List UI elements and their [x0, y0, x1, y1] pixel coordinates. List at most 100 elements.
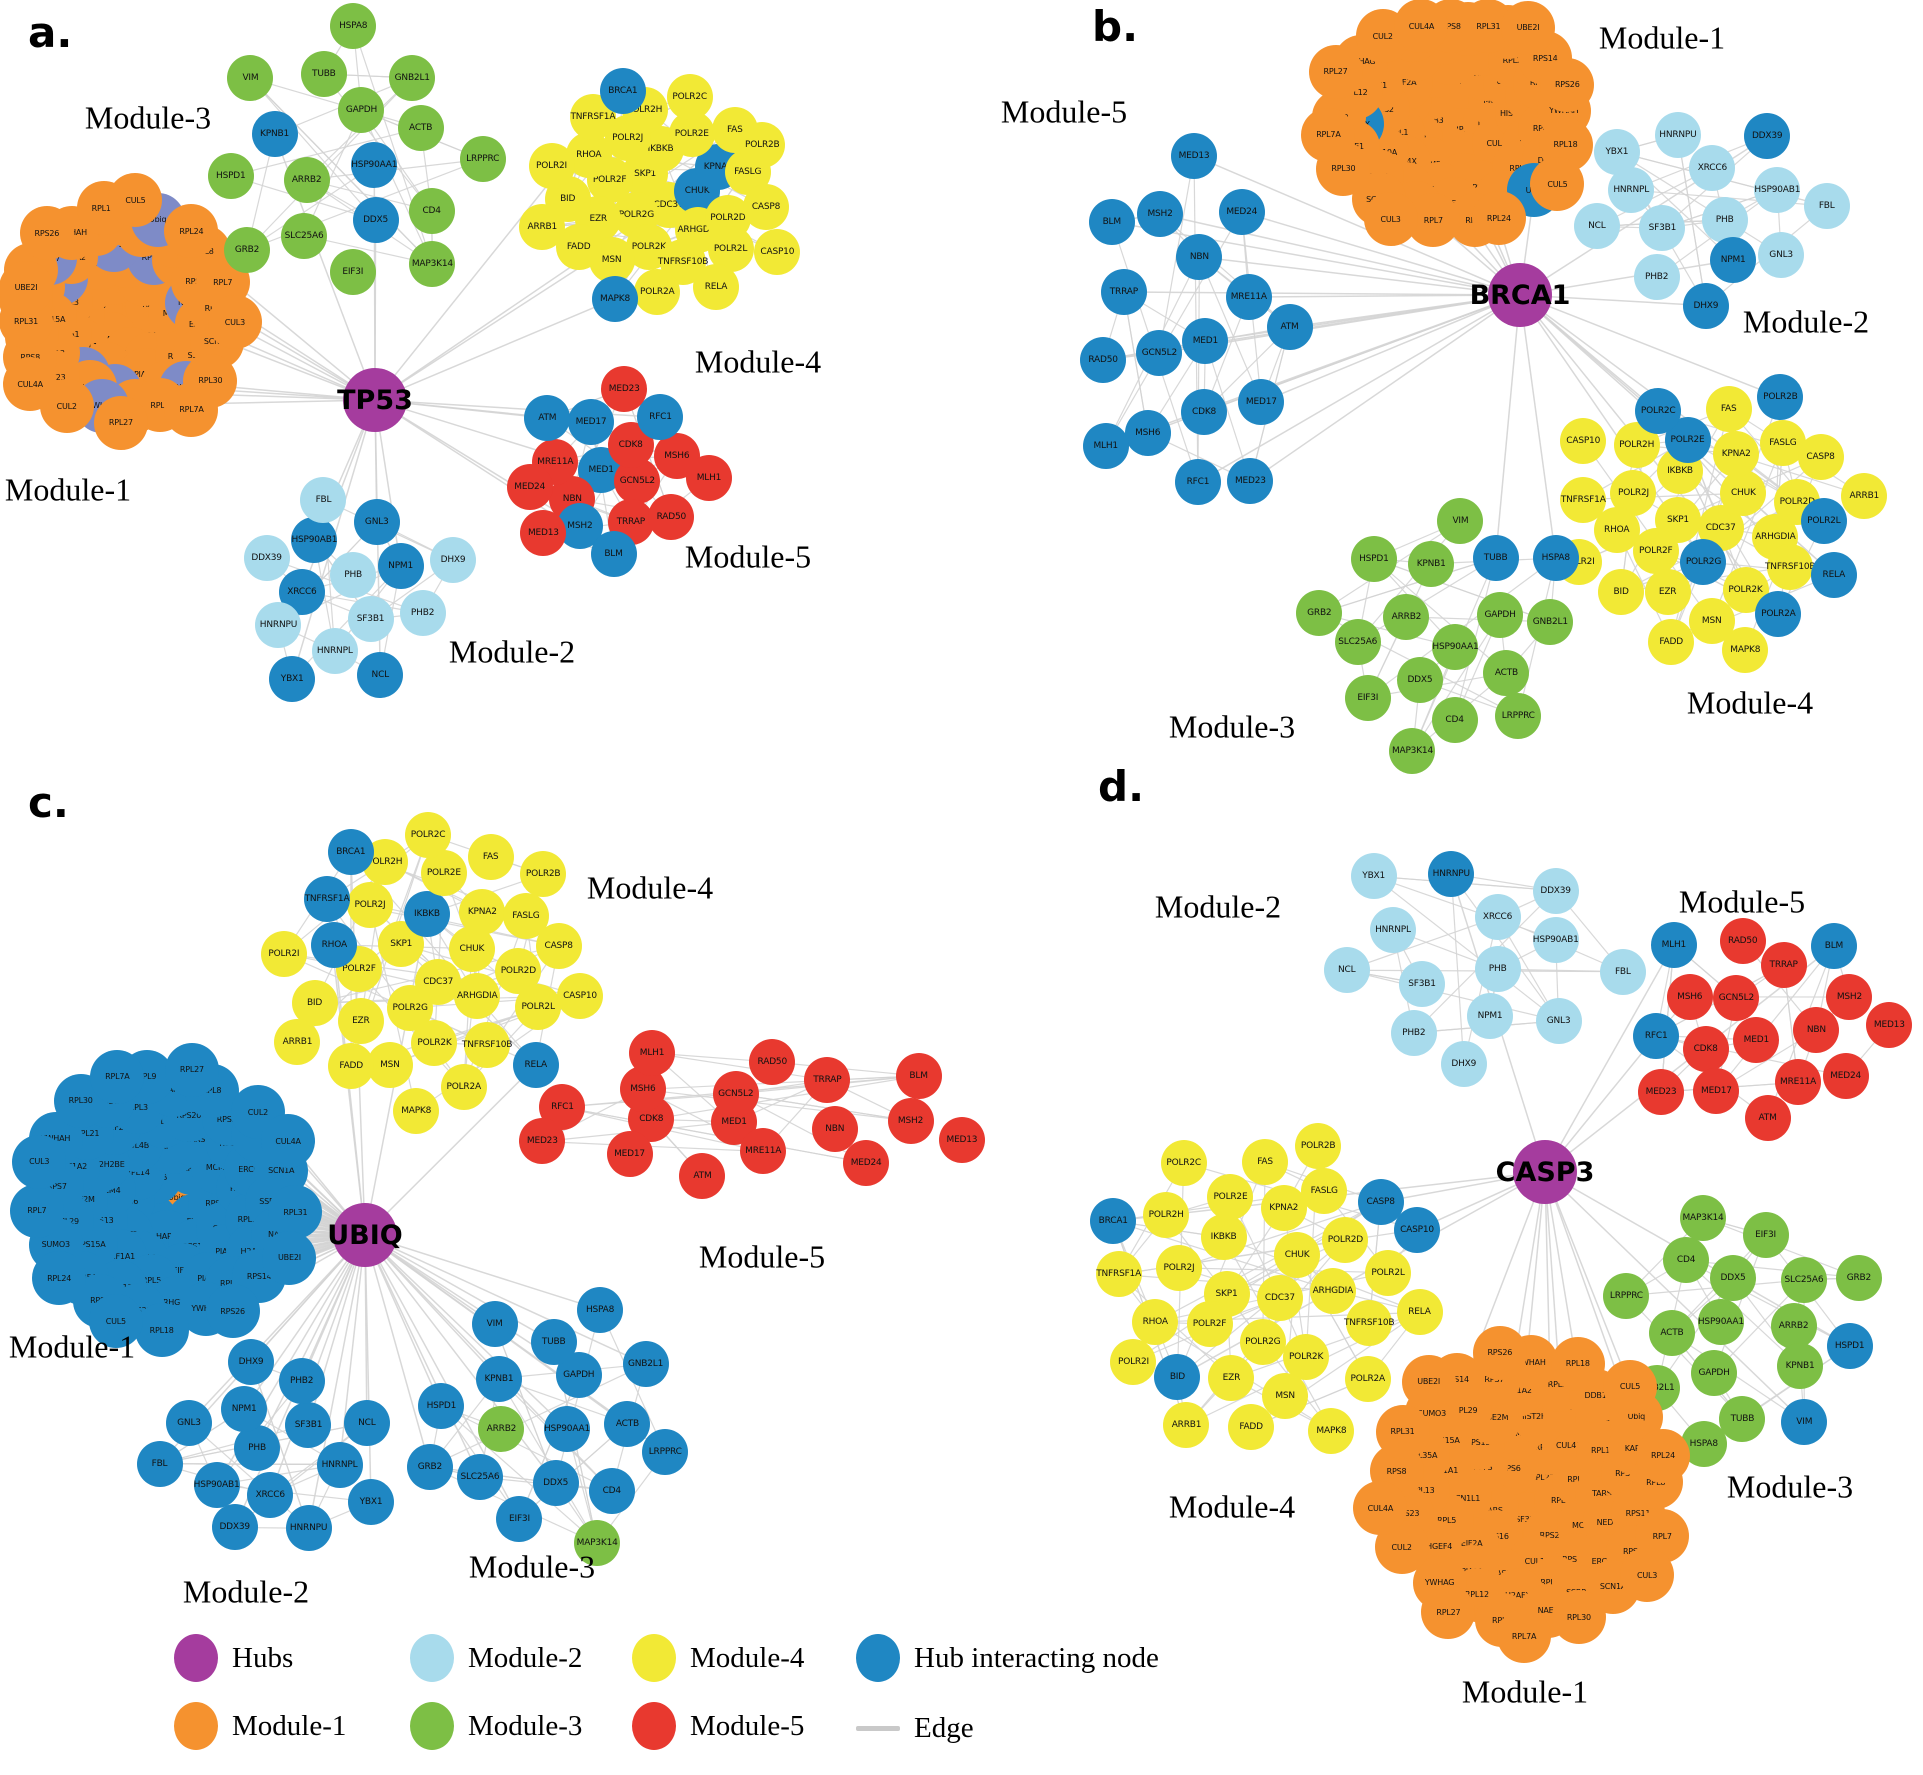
node-SF3B1: SF3B1	[285, 1401, 332, 1448]
node-DHX9: DHX9	[1440, 1040, 1487, 1087]
module-label-b-module-5: Module-5	[1000, 93, 1128, 130]
node-NCL: NCL	[357, 651, 404, 698]
node-ATM: ATM	[524, 395, 571, 442]
node-HSPD1: HSPD1	[1826, 1323, 1873, 1370]
node-CD4: CD4	[408, 187, 455, 234]
node-RHOA: RHOA	[311, 921, 358, 968]
module-label-c-module-4: Module-4	[586, 869, 714, 906]
node-MED17: MED17	[1238, 379, 1285, 426]
node-TRRAP: TRRAP	[1760, 942, 1807, 989]
node-BID: BID	[291, 980, 338, 1027]
node-MLH1: MLH1	[629, 1030, 676, 1077]
node-GAPDH: GAPDH	[1691, 1349, 1738, 1396]
module-label-c-module-2: Module-2	[182, 1573, 310, 1610]
legend-item-module-3: Module-3	[410, 1702, 582, 1750]
legend-item-module-5: Module-5	[632, 1702, 804, 1750]
node-TUBB: TUBB	[300, 51, 347, 98]
node-SLC25A6: SLC25A6	[456, 1454, 503, 1501]
node-DDX5: DDX5	[532, 1460, 579, 1507]
node-RAD50: RAD50	[749, 1039, 796, 1085]
node-POLR2F: POLR2F	[1186, 1301, 1233, 1348]
node-EIF3I: EIF3I	[1742, 1212, 1789, 1259]
node-KPNA2: KPNA2	[1713, 430, 1760, 477]
node-NPM1: NPM1	[221, 1386, 268, 1433]
node-RPS26: RPS26	[205, 1284, 260, 1339]
node-LRPPRC: LRPPRC	[642, 1429, 689, 1476]
module-label-d-module-5: Module-5	[1678, 883, 1806, 920]
node-NCL: NCL	[1573, 203, 1620, 250]
node-ACTB: ACTB	[1648, 1310, 1695, 1357]
node-MSH6: MSH6	[1124, 409, 1171, 456]
node-HSP90AB1: HSP90AB1	[1754, 166, 1800, 213]
node-TUBB: TUBB	[530, 1318, 577, 1365]
node-ACTB: ACTB	[397, 104, 444, 151]
node-DDX39: DDX39	[1532, 867, 1579, 914]
node-RFC1: RFC1	[1633, 1012, 1680, 1059]
node-PHB2: PHB2	[278, 1358, 325, 1405]
node-TUBB: TUBB	[1719, 1396, 1766, 1443]
node-HSPA8: HSPA8	[1532, 535, 1579, 582]
node-RAD50: RAD50	[1719, 917, 1766, 964]
hub-node-UBIQ: UBIQ	[327, 1203, 403, 1267]
node-GRB2: GRB2	[1835, 1254, 1882, 1301]
node-NCL: NCL	[343, 1399, 390, 1446]
node-MSN: MSN	[1262, 1372, 1309, 1419]
node-POLR2A: POLR2A	[634, 269, 681, 316]
module-label-b-module-3: Module-3	[1168, 708, 1296, 745]
node-CUL4A: CUL4A	[1394, 0, 1449, 53]
legend-label: Module-2	[468, 1641, 583, 1674]
module-label-b-module-4: Module-4	[1686, 684, 1814, 721]
module-label-d-module-1: Module-1	[1461, 1673, 1589, 1710]
node-CDC37: CDC37	[1256, 1275, 1303, 1322]
node-SF3B1: SF3B1	[1639, 205, 1686, 252]
node-RPL7A: RPL7A	[164, 382, 219, 437]
node-PHB2: PHB2	[1633, 254, 1680, 301]
node-POLR2G: POLR2G	[1239, 1319, 1286, 1366]
node-CASP8: CASP8	[535, 922, 582, 969]
node-RPL7A: RPL7A	[90, 1049, 145, 1104]
node-MED17: MED17	[568, 398, 615, 445]
node-RPL27: RPL27	[1421, 1585, 1476, 1639]
node-POLR2J: POLR2J	[347, 881, 394, 928]
node-TNFRSF1A: TNFRSF1A	[1560, 476, 1607, 523]
node-POLR2C: POLR2C	[1635, 388, 1682, 435]
node-FADD: FADD	[1648, 618, 1695, 665]
node-NBN: NBN	[1176, 233, 1223, 280]
node-YBX1: YBX1	[1593, 128, 1640, 175]
node-TNFRSF10B: TNFRSF10B	[1344, 1300, 1395, 1347]
node-POLR2C: POLR2C	[1160, 1139, 1207, 1186]
module-label-c-module-3: Module-3	[468, 1548, 596, 1585]
node-ARRB2: ARRB2	[283, 156, 330, 203]
node-RELA: RELA	[512, 1041, 559, 1088]
module-label-c-module-1: Module-1	[8, 1328, 136, 1365]
node-GCN5L2: GCN5L2	[1713, 975, 1760, 1022]
node-POLR2E: POLR2E	[1207, 1173, 1254, 1220]
node-CD4: CD4	[1431, 696, 1478, 743]
node-POLR2B: POLR2B	[1295, 1123, 1342, 1170]
node-KPNA2: KPNA2	[1260, 1184, 1307, 1231]
node-CDK8: CDK8	[1682, 1025, 1729, 1072]
node-RPL24: RPL24	[1471, 191, 1526, 246]
panel-letter-b: b.	[1092, 2, 1139, 51]
node-KPNA2: KPNA2	[459, 888, 506, 935]
node-ARRB2: ARRB2	[1383, 593, 1430, 640]
module-label-d-module-4: Module-4	[1168, 1488, 1296, 1525]
module-label-a-module-5: Module-5	[684, 538, 812, 575]
node-BLM: BLM	[1088, 198, 1135, 245]
node-XRCC6: XRCC6	[247, 1471, 294, 1518]
node-RPL7A: RPL7A	[1497, 1609, 1552, 1664]
node-DHX9: DHX9	[430, 537, 476, 584]
node-CASP8: CASP8	[743, 184, 789, 231]
node-FAS: FAS	[1242, 1139, 1289, 1186]
node-POLR2F: POLR2F	[1632, 527, 1679, 574]
module-label-b-module-1: Module-1	[1598, 19, 1726, 56]
node-MAPK8: MAPK8	[1722, 627, 1769, 674]
node-CUL5: CUL5	[1530, 157, 1585, 212]
node-VIM: VIM	[1437, 498, 1484, 545]
node-HNRNPL: HNRNPL	[316, 1441, 363, 1488]
edge-swatch	[856, 1726, 900, 1731]
node-UBE2I: UBE2I	[1501, 0, 1556, 55]
hub-node-CASP3: CASP3	[1496, 1140, 1594, 1204]
module-label-a-module-2: Module-2	[448, 633, 576, 670]
